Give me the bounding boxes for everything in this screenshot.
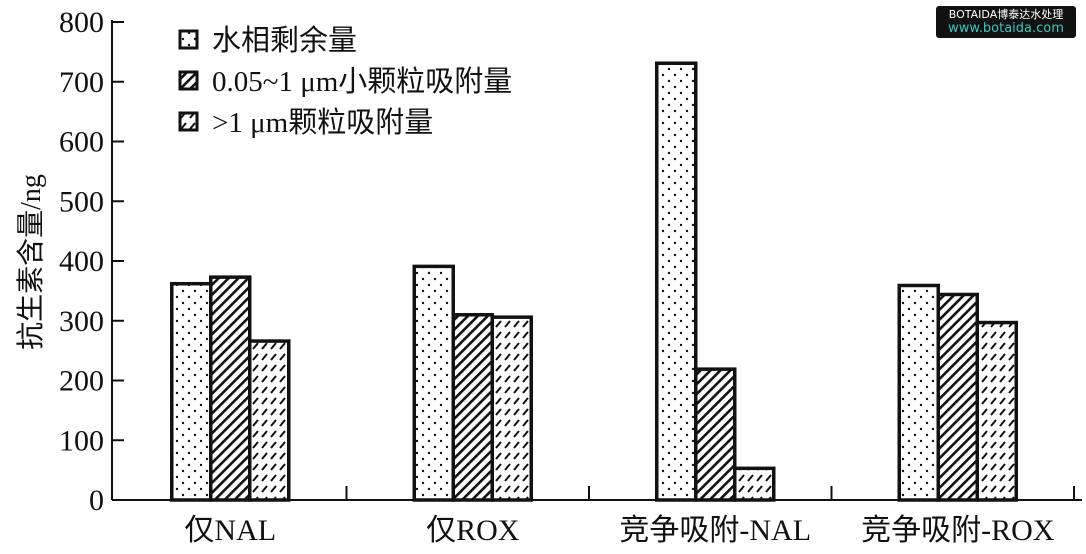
bar-2-series-3 bbox=[490, 315, 533, 502]
legend: 水相剩余量 0.05~1 μm小颗粒吸附量 >1 μm颗粒吸附量 bbox=[178, 24, 512, 139]
legend-label-2: 0.05~1 μm小颗粒吸附量 bbox=[212, 65, 512, 98]
y-tick-label: 200 bbox=[59, 365, 104, 398]
bar-3-series-2 bbox=[694, 367, 737, 502]
y-tick-label: 100 bbox=[59, 424, 104, 457]
y-tick-label: 800 bbox=[59, 6, 104, 39]
bar-1-series-1 bbox=[170, 281, 213, 502]
watermark-line1: BOTAIDA博泰达水处理 bbox=[948, 8, 1064, 21]
watermark: BOTAIDA博泰达水处理 www.botaida.com bbox=[936, 6, 1076, 38]
y-tick-label: 700 bbox=[59, 66, 104, 99]
bar-3-series-3 bbox=[733, 466, 776, 502]
legend-label-3: >1 μm颗粒吸附量 bbox=[212, 106, 433, 139]
y-tick-label: 500 bbox=[59, 185, 104, 218]
bar-4-series-1 bbox=[897, 283, 940, 502]
legend-label-1: 水相剩余量 bbox=[212, 24, 357, 57]
bar-1-series-2 bbox=[209, 275, 252, 502]
bar-4-series-2 bbox=[936, 292, 979, 502]
y-tick-label: 400 bbox=[59, 245, 104, 278]
bar-1-series-3 bbox=[248, 339, 291, 502]
y-tick-label: 600 bbox=[59, 126, 104, 159]
bar-2-series-1 bbox=[412, 264, 455, 502]
bar-3-series-1 bbox=[655, 61, 698, 502]
watermark-line2: www.botaida.com bbox=[948, 21, 1064, 36]
bar-4-series-3 bbox=[975, 320, 1018, 502]
x-tick-label: 竞争吸附-NAL bbox=[619, 514, 811, 547]
y-tick-label: 0 bbox=[89, 484, 104, 517]
x-tick-label: 仅NAL bbox=[184, 514, 276, 547]
labels: 0 100 200 300 400 500 600 700 800 仅NAL 仅ROX 竞争吸附-NA… bbox=[59, 6, 1055, 547]
legend-swatch-2 bbox=[178, 70, 199, 91]
legend-swatch-3 bbox=[178, 111, 199, 132]
x-tick-label: 竞争吸附-ROX bbox=[861, 514, 1055, 547]
bars bbox=[170, 61, 1018, 502]
legend-swatch-1 bbox=[178, 29, 199, 50]
x-tick-label: 仅ROX bbox=[426, 514, 520, 547]
bar-2-series-2 bbox=[451, 313, 494, 502]
y-tick-label: 300 bbox=[59, 305, 104, 338]
y-axis-label: 抗生素含量/ng bbox=[15, 174, 47, 350]
